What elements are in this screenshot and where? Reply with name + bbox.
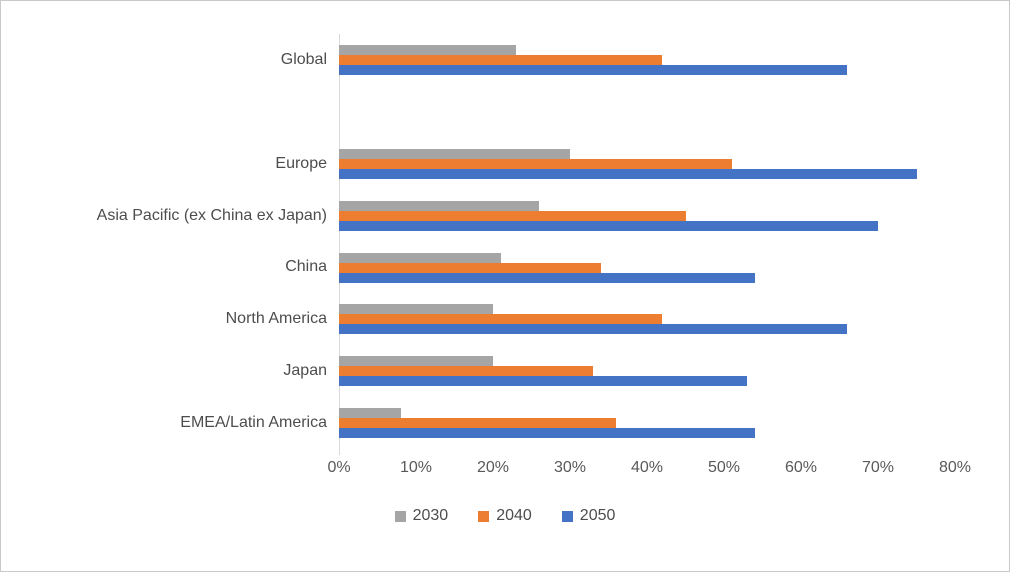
bar-2040 — [339, 314, 663, 325]
bar-2030 — [339, 45, 517, 55]
category-label: Japan — [283, 362, 327, 380]
bar-2030 — [339, 252, 501, 263]
bar-group-emea-latin-america — [339, 397, 955, 449]
x-axis-tick-label: 10% — [399, 459, 433, 476]
bar-2030 — [339, 304, 493, 315]
category-label: EMEA/Latin America — [180, 414, 327, 432]
legend: 2030 2040 2050 — [1, 507, 1009, 525]
bar-2050 — [339, 220, 878, 231]
bar-group-china — [339, 242, 955, 294]
x-axis-tick-label: 50% — [707, 459, 741, 476]
bar-2040 — [339, 55, 663, 65]
bar-2040 — [339, 210, 686, 221]
legend-label: 2040 — [496, 507, 532, 524]
category-label: North America — [225, 310, 327, 328]
x-axis-tick-label: 0% — [327, 459, 351, 476]
bar-2030 — [339, 408, 401, 419]
y-axis-line — [339, 34, 340, 455]
legend-swatch-icon — [394, 510, 406, 522]
legend-label: 2050 — [579, 507, 616, 524]
bar-2050 — [339, 428, 755, 439]
bar-group-europe — [339, 138, 955, 190]
bar-2050 — [339, 168, 917, 179]
x-axis-tick-label: 40% — [630, 459, 664, 476]
x-axis-tick-label: 30% — [553, 459, 587, 476]
bar-2050 — [339, 65, 848, 75]
legend-item-2030: 2030 — [394, 507, 449, 525]
bar-2030 — [339, 200, 540, 211]
legend-item-2040: 2040 — [478, 507, 532, 525]
category-label: Global — [280, 50, 327, 68]
bar-group-asia-pacific-ex-china-ex-japan — [339, 190, 955, 242]
category-label: Asia Pacific (ex China ex Japan) — [96, 206, 327, 224]
bar-2050 — [339, 324, 848, 335]
bar-2040 — [339, 366, 594, 377]
legend-swatch-icon — [561, 510, 573, 522]
bar-2030 — [339, 356, 493, 367]
bar-group-north-america — [339, 293, 955, 345]
bar-2050 — [339, 376, 748, 387]
bar-group-japan — [339, 345, 955, 397]
bar-2030 — [339, 148, 570, 159]
bar-2040 — [339, 158, 732, 169]
bar-group-blank — [339, 86, 955, 138]
x-axis-tick-label: 70% — [861, 459, 895, 476]
category-label: Europe — [275, 154, 327, 172]
legend-swatch-icon — [478, 510, 490, 522]
plot-area — [339, 34, 955, 449]
x-axis-tick-label: 60% — [784, 459, 818, 476]
bar-group-global — [339, 34, 955, 86]
bar-2050 — [339, 272, 755, 283]
category-label: China — [285, 258, 327, 276]
x-axis-tick-label: 20% — [476, 459, 510, 476]
bar-2040 — [339, 262, 601, 273]
bar-2040 — [339, 418, 617, 429]
legend-item-2050: 2050 — [561, 507, 616, 525]
legend-label: 2030 — [412, 507, 449, 524]
x-axis-tick-label: 80% — [938, 459, 972, 476]
